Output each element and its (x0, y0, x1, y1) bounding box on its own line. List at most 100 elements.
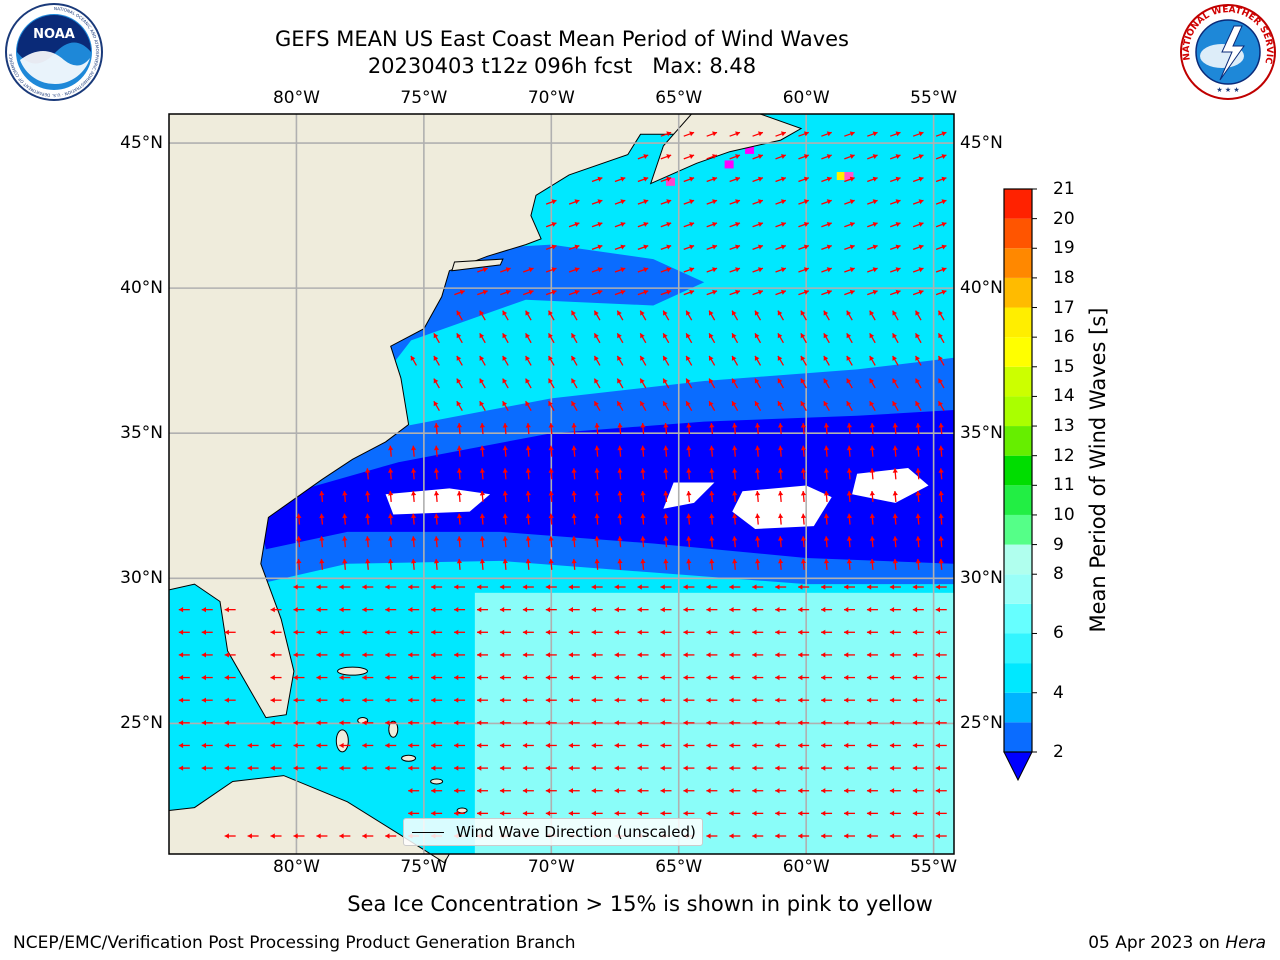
wave-direction-arrow (456, 310, 463, 321)
wave-direction-arrow (775, 222, 787, 228)
wave-direction-arrow (660, 652, 672, 658)
wave-direction-arrow (912, 697, 924, 703)
wave-direction-arrow (821, 742, 833, 749)
wave-direction-arrow (385, 697, 397, 703)
wave-direction-arrow (660, 810, 672, 816)
nova-scotia-land (649, 113, 803, 185)
wave-direction-arrow (270, 607, 282, 613)
wave-direction-arrow (935, 742, 947, 749)
wave-direction-arrow (548, 468, 554, 480)
tick-label: 60°W (782, 88, 830, 108)
wave-direction-arrow (385, 720, 397, 726)
colorbar-segment (1004, 544, 1032, 575)
wave-direction-arrow (637, 765, 649, 771)
wave-direction-arrow (800, 536, 807, 548)
wave-direction-arrow (637, 810, 649, 816)
wave-direction-arrow (892, 378, 899, 389)
wave-direction-arrow (821, 765, 833, 771)
wave-direction-arrow (545, 267, 557, 273)
wave-direction-arrow (844, 652, 856, 658)
wave-direction-arrow (866, 584, 878, 590)
wave-direction-arrow (775, 697, 787, 703)
wave-direction-arrow (660, 742, 672, 749)
wave-direction-arrow (502, 490, 508, 503)
date-text: 05 Apr 2023 on Hera (1088, 933, 1266, 953)
wave-direction-arrow (777, 378, 785, 389)
wave-direction-arrow (683, 176, 695, 183)
wave-direction-arrow (568, 742, 580, 749)
wave-direction-arrow (752, 697, 764, 703)
wave-direction-arrow (754, 310, 762, 321)
wave-direction-arrow (846, 513, 852, 525)
wave-direction-arrow (339, 720, 351, 726)
wave-direction-arrow (867, 199, 878, 205)
colorbar-segment (1004, 692, 1032, 723)
wave-direction-arrow (752, 833, 764, 839)
land-masses (168, 113, 803, 864)
wave-direction-arrow (433, 468, 440, 480)
wave-direction-arrow (775, 810, 787, 816)
colorbar-segment (1004, 722, 1032, 752)
wave-direction-arrow (270, 833, 282, 839)
wave-direction-arrow (755, 513, 761, 525)
wave-direction-arrow (935, 720, 947, 726)
wave-direction-arrow (614, 720, 626, 726)
wave-direction-arrow (547, 332, 555, 344)
wave-direction-arrow (752, 810, 764, 816)
wave-direction-arrow (755, 536, 761, 548)
wave-direction-arrow (411, 445, 417, 457)
wave-direction-arrow (821, 199, 832, 205)
wave-direction-arrow (844, 199, 855, 205)
wave-direction-arrow (362, 674, 374, 681)
wave-direction-arrow (339, 674, 351, 681)
wave-direction-arrow (570, 378, 578, 389)
wave-direction-arrow (889, 629, 901, 635)
wave-direction-arrow (614, 584, 626, 590)
wave-direction-arrow (362, 584, 374, 590)
wave-direction-arrow (547, 310, 555, 321)
wave-direction-arrow (224, 607, 236, 613)
wave-direction-arrow (867, 244, 878, 250)
wave-direction-arrow (293, 584, 305, 590)
wave-direction-arrow (844, 584, 856, 590)
wave-direction-arrow (660, 289, 672, 296)
wave-direction-arrow (915, 558, 921, 570)
wave-direction-arrow (456, 355, 463, 366)
wave-direction-arrow (798, 720, 810, 726)
wave-direction-arrow (755, 558, 761, 570)
wave-direction-arrow (178, 742, 190, 749)
wave-direction-arrow (385, 765, 397, 771)
wave-direction-arrow (362, 629, 374, 635)
wave-direction-arrow (752, 788, 764, 794)
wave-direction-arrow (938, 423, 944, 435)
wave-direction-arrow (663, 423, 669, 435)
wave-direction-arrow (502, 332, 509, 344)
colorbar-segment (1004, 218, 1032, 249)
wave-direction-arrow (709, 468, 715, 480)
wave-direction-arrow (844, 222, 855, 228)
wave-direction-arrow (752, 176, 764, 183)
wave-direction-arrow (522, 607, 534, 613)
wave-direction-arrow (938, 468, 944, 480)
wave-direction-arrow (729, 176, 741, 183)
wave-direction-arrow (411, 468, 417, 480)
wave-direction-arrow (889, 289, 901, 296)
wave-direction-arrow (729, 652, 741, 658)
wave-direction-arrow (411, 513, 417, 525)
wave-direction-arrow (479, 490, 485, 503)
wave-direction-arrow (316, 629, 328, 635)
wave-direction-arrow (408, 629, 420, 635)
wave-direction-arrow (617, 468, 623, 480)
wave-direction-arrow (502, 445, 508, 457)
sea-ice-marker (665, 177, 675, 186)
colorbar-tick-label: 6 (1053, 623, 1064, 644)
wave-direction-arrow (821, 697, 833, 703)
wave-direction-arrow (201, 674, 213, 681)
colorbar-tick-label: 10 (1053, 504, 1075, 525)
wave-direction-arrow (798, 652, 810, 658)
wave-direction-arrow (660, 199, 672, 205)
wave-direction-arrow (617, 445, 623, 457)
wave-direction-arrow (456, 445, 462, 457)
wave-direction-arrow (499, 607, 511, 613)
wave-direction-arrow (339, 697, 351, 703)
